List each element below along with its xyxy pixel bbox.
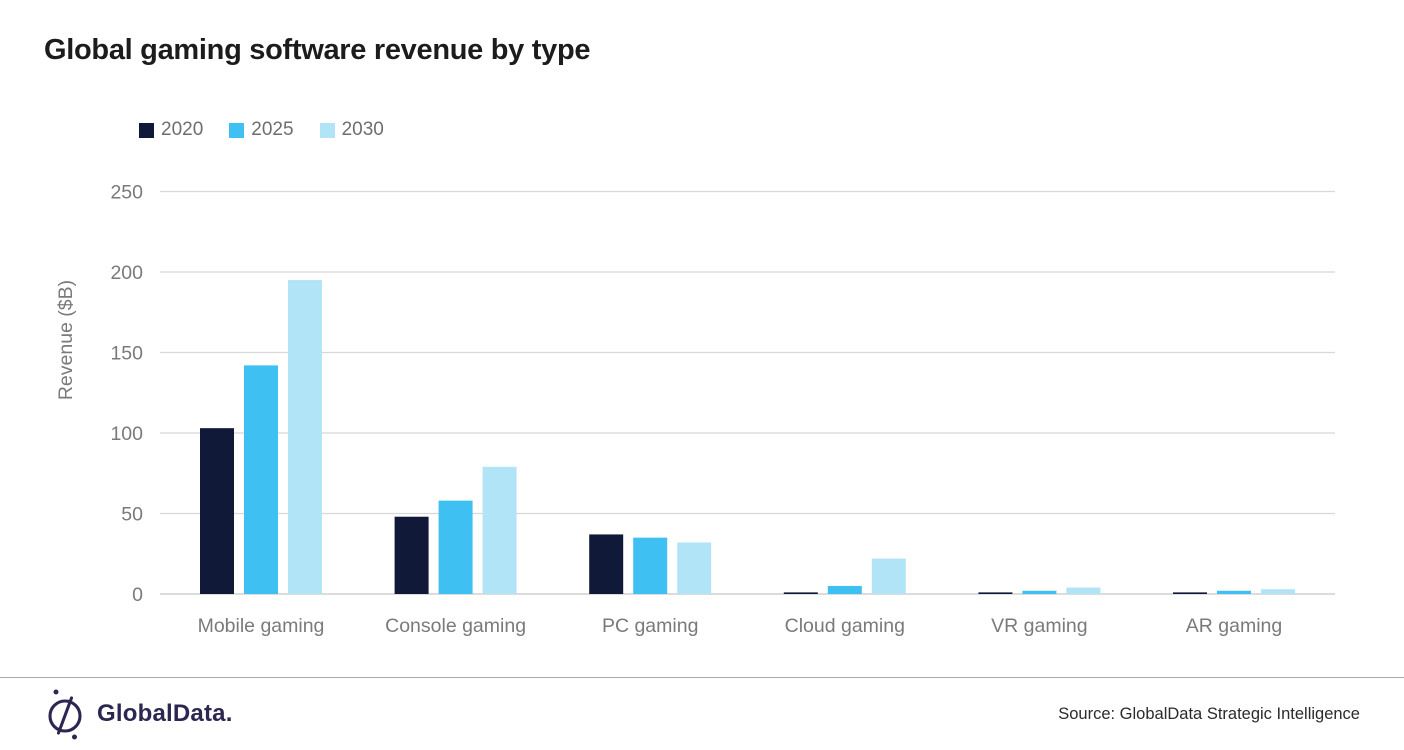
bar-2030-pc-gaming (677, 542, 712, 594)
legend-label-2025: 2025 (251, 119, 294, 140)
bar-2025-mobile-gaming (244, 365, 278, 594)
bar-2030-console-gaming (482, 466, 517, 594)
footer: GlobalData. Source: GlobalData Strategic… (0, 678, 1404, 750)
x-category-label-console-gaming: Console gaming (385, 615, 526, 637)
bar-2020-vr-gaming (978, 592, 1013, 594)
x-category-label-cloud-gaming: Cloud gaming (785, 615, 905, 637)
legend-item-2020: 2020 (139, 119, 203, 141)
bar-2030-ar-gaming (1261, 589, 1295, 594)
source-text: Source: GlobalData Strategic Intelligenc… (1058, 704, 1360, 723)
x-category-label-pc-gaming: PC gaming (602, 615, 698, 637)
x-category-label-ar-gaming: AR gaming (1186, 615, 1282, 637)
x-category-label-vr-gaming: VR gaming (991, 615, 1087, 637)
legend-label-2030: 2030 (341, 119, 384, 140)
y-tick-label-50: 50 (121, 504, 143, 526)
bar-2025-console-gaming (438, 500, 473, 594)
bar-2025-cloud-gaming (827, 585, 862, 594)
legend-swatch-2030 (319, 122, 335, 138)
y-tick-label-250: 250 (110, 182, 143, 204)
bar-2020-console-gaming (394, 516, 429, 594)
legend-swatch-2020 (139, 122, 154, 138)
legend-swatch-2025 (229, 122, 245, 138)
bar-2030-vr-gaming (1066, 587, 1101, 594)
bar-2025-pc-gaming (633, 537, 668, 594)
globaldata-logo-text: GlobalData. (97, 700, 233, 727)
bar-2020-pc-gaming (589, 534, 624, 594)
legend-label-2020: 2020 (161, 119, 204, 140)
y-axis-title: Revenue ($B) (55, 280, 77, 400)
y-tick-label-200: 200 (110, 262, 143, 284)
footer-divider (0, 677, 1404, 678)
x-category-label-mobile-gaming: Mobile gaming (198, 615, 325, 637)
bar-2030-cloud-gaming (871, 558, 906, 594)
chart-legend: 2020 2025 2030 (139, 119, 384, 141)
y-tick-label-150: 150 (110, 343, 143, 365)
legend-item-2025: 2025 (229, 119, 294, 141)
bar-2030-mobile-gaming (288, 280, 322, 594)
bar-2025-ar-gaming (1217, 590, 1251, 594)
bar-chart: 0 50 100 150 200 250 Revenue ($B) Mobile gaming… (55, 182, 1335, 637)
y-tick-label-100: 100 (110, 423, 143, 445)
bar-2020-mobile-gaming (200, 428, 234, 594)
y-tick-label-0: 0 (132, 584, 143, 606)
chart-title: Global gaming software revenue by type (44, 34, 591, 66)
bar-2025-vr-gaming (1022, 590, 1057, 594)
legend-item-2030: 2030 (319, 119, 384, 141)
globaldata-logo: GlobalData. (42, 686, 233, 742)
bar-2020-ar-gaming (1173, 592, 1207, 594)
globaldata-logo-icon (48, 689, 82, 740)
bar-2020-cloud-gaming (783, 592, 818, 594)
